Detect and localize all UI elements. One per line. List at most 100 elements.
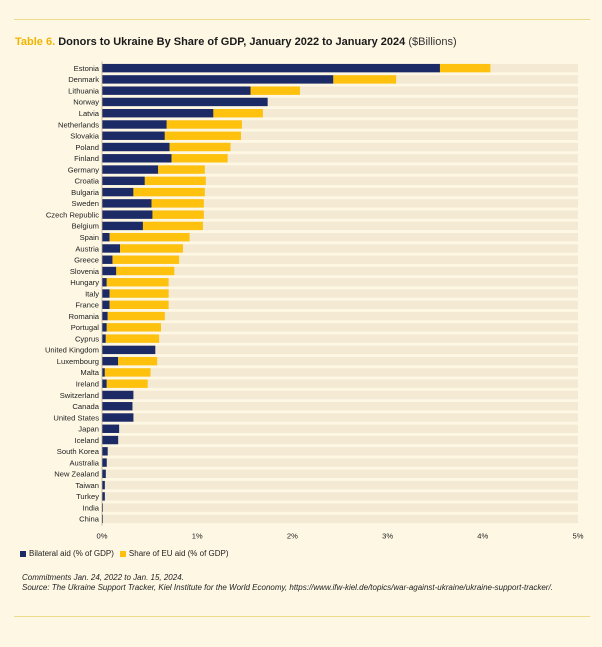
legend-item-eu: Share of EU aid (% of GDP) xyxy=(119,549,229,558)
bar-track xyxy=(102,142,578,152)
bar-eu xyxy=(106,379,148,388)
bar-eu xyxy=(164,131,241,140)
bar-bilateral xyxy=(102,492,105,501)
title-unit: ($Billions) xyxy=(408,36,457,48)
source-note: Source: The Ukraine Support Tracker, Kie… xyxy=(22,583,553,592)
bar-track xyxy=(102,232,578,242)
bar-track xyxy=(102,379,578,388)
bar-bilateral xyxy=(102,278,107,287)
bar-bilateral xyxy=(102,199,152,208)
chart-legend: Bilateral aid (% of GDP) Share of EU aid… xyxy=(20,549,235,558)
bar-track xyxy=(102,86,578,95)
bar-track xyxy=(102,514,578,524)
bar-eu xyxy=(109,232,190,242)
country-label: Latvia xyxy=(79,109,100,118)
country-label: Poland xyxy=(75,143,99,152)
country-label: South Korea xyxy=(57,447,100,456)
bar-bilateral xyxy=(102,435,119,445)
bar-track xyxy=(102,447,578,456)
bar-eu xyxy=(133,187,205,197)
bar-bilateral xyxy=(102,447,108,456)
bar-track xyxy=(102,199,578,208)
country-label: Australia xyxy=(69,458,99,467)
country-label: Denmark xyxy=(68,75,99,84)
bar-track xyxy=(102,244,578,253)
x-tick-label: 2% xyxy=(287,532,298,541)
x-tick-label: 5% xyxy=(573,532,584,541)
country-label: France xyxy=(75,301,99,310)
bar-eu xyxy=(142,221,203,231)
bar-track xyxy=(102,176,578,186)
bar-track xyxy=(102,356,578,366)
bar-eu xyxy=(109,300,169,310)
country-label: Italy xyxy=(85,289,99,298)
bar-bilateral xyxy=(102,255,113,264)
bar-eu xyxy=(116,266,175,276)
bar-track xyxy=(102,165,578,174)
bar-bilateral xyxy=(102,266,117,276)
bar-track xyxy=(102,402,578,411)
legend-label-bilateral: Bilateral aid (% of GDP) xyxy=(29,549,114,558)
country-label: Spain xyxy=(80,233,99,242)
bar-eu xyxy=(144,176,206,186)
commitments-note: Commitments Jan. 24, 2022 to Jan. 15, 20… xyxy=(22,573,184,582)
bar-track xyxy=(102,413,578,422)
x-tick-label: 3% xyxy=(382,532,393,541)
bar-bilateral xyxy=(102,334,106,343)
country-label: Bulgaria xyxy=(71,188,100,197)
country-label: Romania xyxy=(69,312,100,321)
bar-bilateral xyxy=(102,131,165,140)
bar-bilateral xyxy=(102,86,251,95)
bar-track xyxy=(102,368,578,377)
table-number: Table 6. xyxy=(15,36,56,48)
legend-swatch-bilateral xyxy=(20,550,26,557)
bar-bilateral xyxy=(102,210,153,219)
bar-track xyxy=(102,221,578,231)
bar-bilateral xyxy=(102,75,334,84)
bar-track xyxy=(102,503,578,512)
bar-bilateral xyxy=(102,187,134,197)
country-label: Cyprus xyxy=(75,334,99,343)
country-label: Sweden xyxy=(72,199,99,208)
country-label: Czech Republic xyxy=(46,210,99,219)
bar-track xyxy=(102,266,578,276)
bar-track xyxy=(102,458,578,467)
country-label: Turkey xyxy=(76,492,99,501)
country-label: Estonia xyxy=(74,64,100,73)
bar-track xyxy=(102,311,578,321)
bar-bilateral xyxy=(102,514,103,524)
x-tick-label: 0% xyxy=(97,532,108,541)
country-label: Ireland xyxy=(76,379,99,388)
bar-eu xyxy=(107,311,165,321)
bar-bilateral xyxy=(102,345,156,355)
bar-eu xyxy=(109,289,169,298)
bar-track xyxy=(102,390,578,400)
bar-eu xyxy=(439,63,491,73)
x-tick-label: 1% xyxy=(192,532,203,541)
bar-eu xyxy=(120,244,183,253)
bar-eu xyxy=(152,210,204,219)
country-label: Finland xyxy=(74,154,99,163)
bar-bilateral xyxy=(102,480,105,490)
bar-bilateral xyxy=(102,154,172,163)
bar-bilateral xyxy=(102,323,107,332)
bar-track xyxy=(102,435,578,445)
bar-track xyxy=(102,345,578,355)
bar-bilateral xyxy=(102,424,120,433)
country-label: Croatia xyxy=(75,177,100,186)
country-label: Austria xyxy=(75,244,99,253)
bar-bilateral xyxy=(102,413,134,422)
country-label: Canada xyxy=(72,402,99,411)
country-label: Iceland xyxy=(75,436,100,445)
bar-bilateral xyxy=(102,97,268,107)
country-label: Norway xyxy=(73,98,99,107)
bar-bilateral xyxy=(102,356,119,366)
country-label: New Zealand xyxy=(54,470,99,479)
title-text: Donors to Ukraine By Share of GDP, Janua… xyxy=(58,36,406,48)
country-label: Netherlands xyxy=(58,120,99,129)
bottom-divider xyxy=(14,616,590,617)
bar-eu xyxy=(169,142,231,152)
bar-eu xyxy=(112,255,180,264)
bar-bilateral xyxy=(102,458,107,467)
legend-item-bilateral: Bilateral aid (% of GDP) xyxy=(20,549,114,558)
